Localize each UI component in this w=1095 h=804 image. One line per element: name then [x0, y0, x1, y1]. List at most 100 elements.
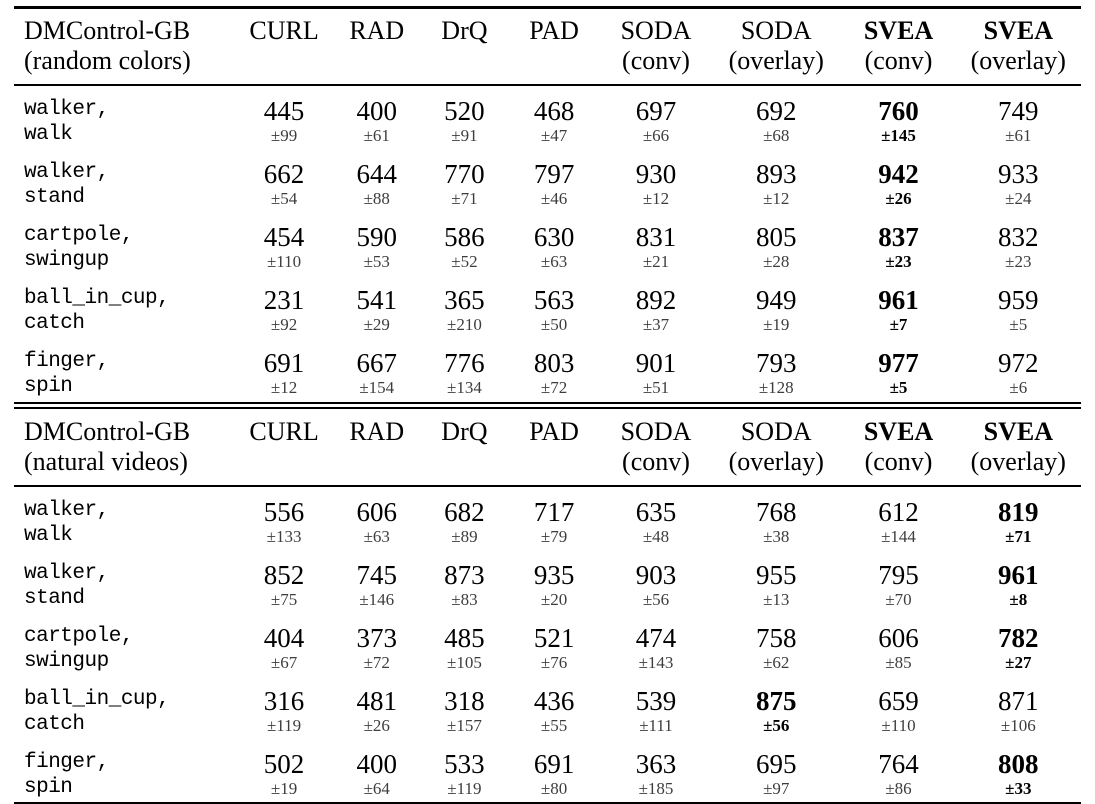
mean-value: 695	[755, 749, 797, 779]
result-cell: 445 ±99	[236, 85, 332, 149]
result-cell: 606 ±85	[841, 613, 955, 676]
result-cell: 832 ±23	[956, 212, 1081, 275]
std-dev-value: ±119	[447, 779, 482, 798]
result-cell: 797 ±46	[507, 149, 601, 212]
std-dev-value: ±88	[363, 189, 390, 208]
table-row-catch: ball_in_cup, catch 231 ±92 541 ±29 365 ±210 563 ±…	[14, 275, 1081, 338]
std-dev-value: ±111	[639, 716, 673, 735]
task-label-line: ball_in_cup,	[24, 688, 170, 711]
mean-value: 481	[356, 686, 398, 716]
mean-value: 837	[878, 222, 919, 252]
mean-value: 318	[444, 686, 485, 716]
mean-value: 436	[533, 686, 575, 716]
column-header-label: SODA	[620, 16, 692, 45]
std-dev-value: ±53	[363, 252, 390, 271]
std-dev-value: ±50	[540, 315, 568, 334]
std-dev-value: ±119	[266, 716, 302, 735]
table-row-swingup: cartpole, swingup 454 ±110 590 ±53 586 ±52 630 ±6…	[14, 212, 1081, 275]
std-dev-value: ±67	[270, 653, 298, 672]
std-dev-value: ±63	[363, 527, 390, 546]
mean-value: 793	[755, 348, 797, 378]
result-cell: 793 ±128	[711, 338, 841, 401]
result-cell: 404 ±67	[236, 613, 332, 676]
std-dev-value: ±72	[540, 378, 568, 397]
std-dev-value: ±72	[363, 653, 390, 672]
table-title-random-colors: DMControl-GB (random colors)	[14, 7, 237, 86]
mean-value: 521	[533, 623, 575, 653]
column-header-drq: DrQ	[421, 410, 508, 487]
result-cell: 539 ±111	[601, 676, 711, 739]
mean-value: 903	[635, 560, 677, 590]
task-label-line: walker,	[24, 499, 109, 522]
task-label-line: walk	[24, 123, 73, 146]
result-cell: 871 ±106	[956, 676, 1081, 739]
mean-value: 875	[755, 686, 797, 716]
std-dev-value: ±56	[642, 590, 670, 609]
result-cell: 644 ±88	[332, 149, 422, 212]
mean-value: 635	[635, 497, 677, 527]
column-header-curl: CURL	[236, 410, 332, 487]
mean-value: 795	[878, 560, 919, 590]
mean-value: 697	[635, 96, 677, 126]
column-header-soda-overlay: SODA (overlay)	[711, 410, 842, 487]
result-cell: 852 ±75	[236, 550, 332, 613]
mean-value: 797	[533, 159, 575, 189]
result-cell: 933 ±24	[956, 149, 1081, 212]
std-dev-value: ±86	[885, 779, 912, 798]
std-dev-value: ±27	[1005, 653, 1032, 672]
mean-value: 961	[878, 285, 919, 315]
mean-value: 468	[533, 96, 575, 126]
result-cell: 520 ±91	[422, 85, 508, 149]
column-header-label: RAD	[349, 16, 405, 45]
mean-value: 831	[635, 222, 677, 252]
task-label-line: ball_in_cup,	[24, 287, 170, 310]
std-dev-value: ±79	[540, 527, 568, 546]
mean-value: 805	[755, 222, 797, 252]
result-cell: 770 ±71	[422, 149, 508, 212]
std-dev-value: ±91	[451, 126, 478, 145]
result-cell: 612 ±144	[841, 486, 955, 550]
mean-value: 316	[263, 686, 305, 716]
column-header-label: SODA	[620, 417, 692, 446]
column-header-rad: RAD	[331, 410, 422, 487]
result-cell: 873 ±83	[422, 550, 508, 613]
mean-value: 942	[878, 159, 919, 189]
column-header-label: PAD	[529, 417, 579, 446]
task-label: finger, spin	[14, 338, 236, 401]
result-cell: 630 ±63	[507, 212, 601, 275]
header-row: DMControl-GB (natural videos) CURL RAD DrQ PA…	[14, 410, 1081, 487]
std-dev-value: ±55	[540, 716, 568, 735]
mean-value: 630	[533, 222, 575, 252]
std-dev-value: ±157	[446, 716, 482, 735]
result-cell: 485 ±105	[422, 613, 508, 676]
mean-value: 782	[998, 623, 1039, 653]
result-cell: 606 ±63	[332, 486, 422, 550]
mean-value: 563	[533, 285, 575, 315]
result-cell: 819 ±71	[956, 486, 1081, 550]
column-header-label: SVEA	[863, 417, 934, 446]
result-cell: 892 ±37	[601, 275, 711, 338]
result-cell: 474 ±143	[601, 613, 711, 676]
std-dev-value: ±89	[451, 527, 478, 546]
mean-value: 691	[533, 749, 575, 779]
result-cell: 363 ±185	[601, 739, 711, 804]
task-label: walker, stand	[14, 550, 236, 613]
mean-value: 758	[755, 623, 797, 653]
column-header-label: PAD	[529, 16, 579, 45]
mean-value: 745	[356, 560, 398, 590]
result-cell: 662 ±54	[236, 149, 332, 212]
result-cell: 586 ±52	[422, 212, 508, 275]
mean-value: 231	[263, 285, 305, 315]
result-cell: 768 ±38	[711, 486, 841, 550]
column-header-pad: PAD	[507, 7, 601, 86]
column-header-label: DrQ	[441, 16, 488, 45]
result-cell: 481 ±26	[332, 676, 422, 739]
std-dev-value: ±133	[266, 527, 302, 546]
std-dev-value: ±38	[763, 527, 790, 546]
column-header-svea-overlay: SVEA (overlay)	[955, 410, 1081, 487]
result-cell: 692 ±68	[711, 85, 841, 149]
result-cell: 776 ±134	[422, 338, 508, 401]
result-cell: 961 ±8	[956, 550, 1081, 613]
table-row-stand: walker, stand 852 ±75 745 ±146 873 ±83 935 ±20 903…	[14, 550, 1081, 613]
column-header-sublabel: (conv)	[864, 447, 933, 476]
